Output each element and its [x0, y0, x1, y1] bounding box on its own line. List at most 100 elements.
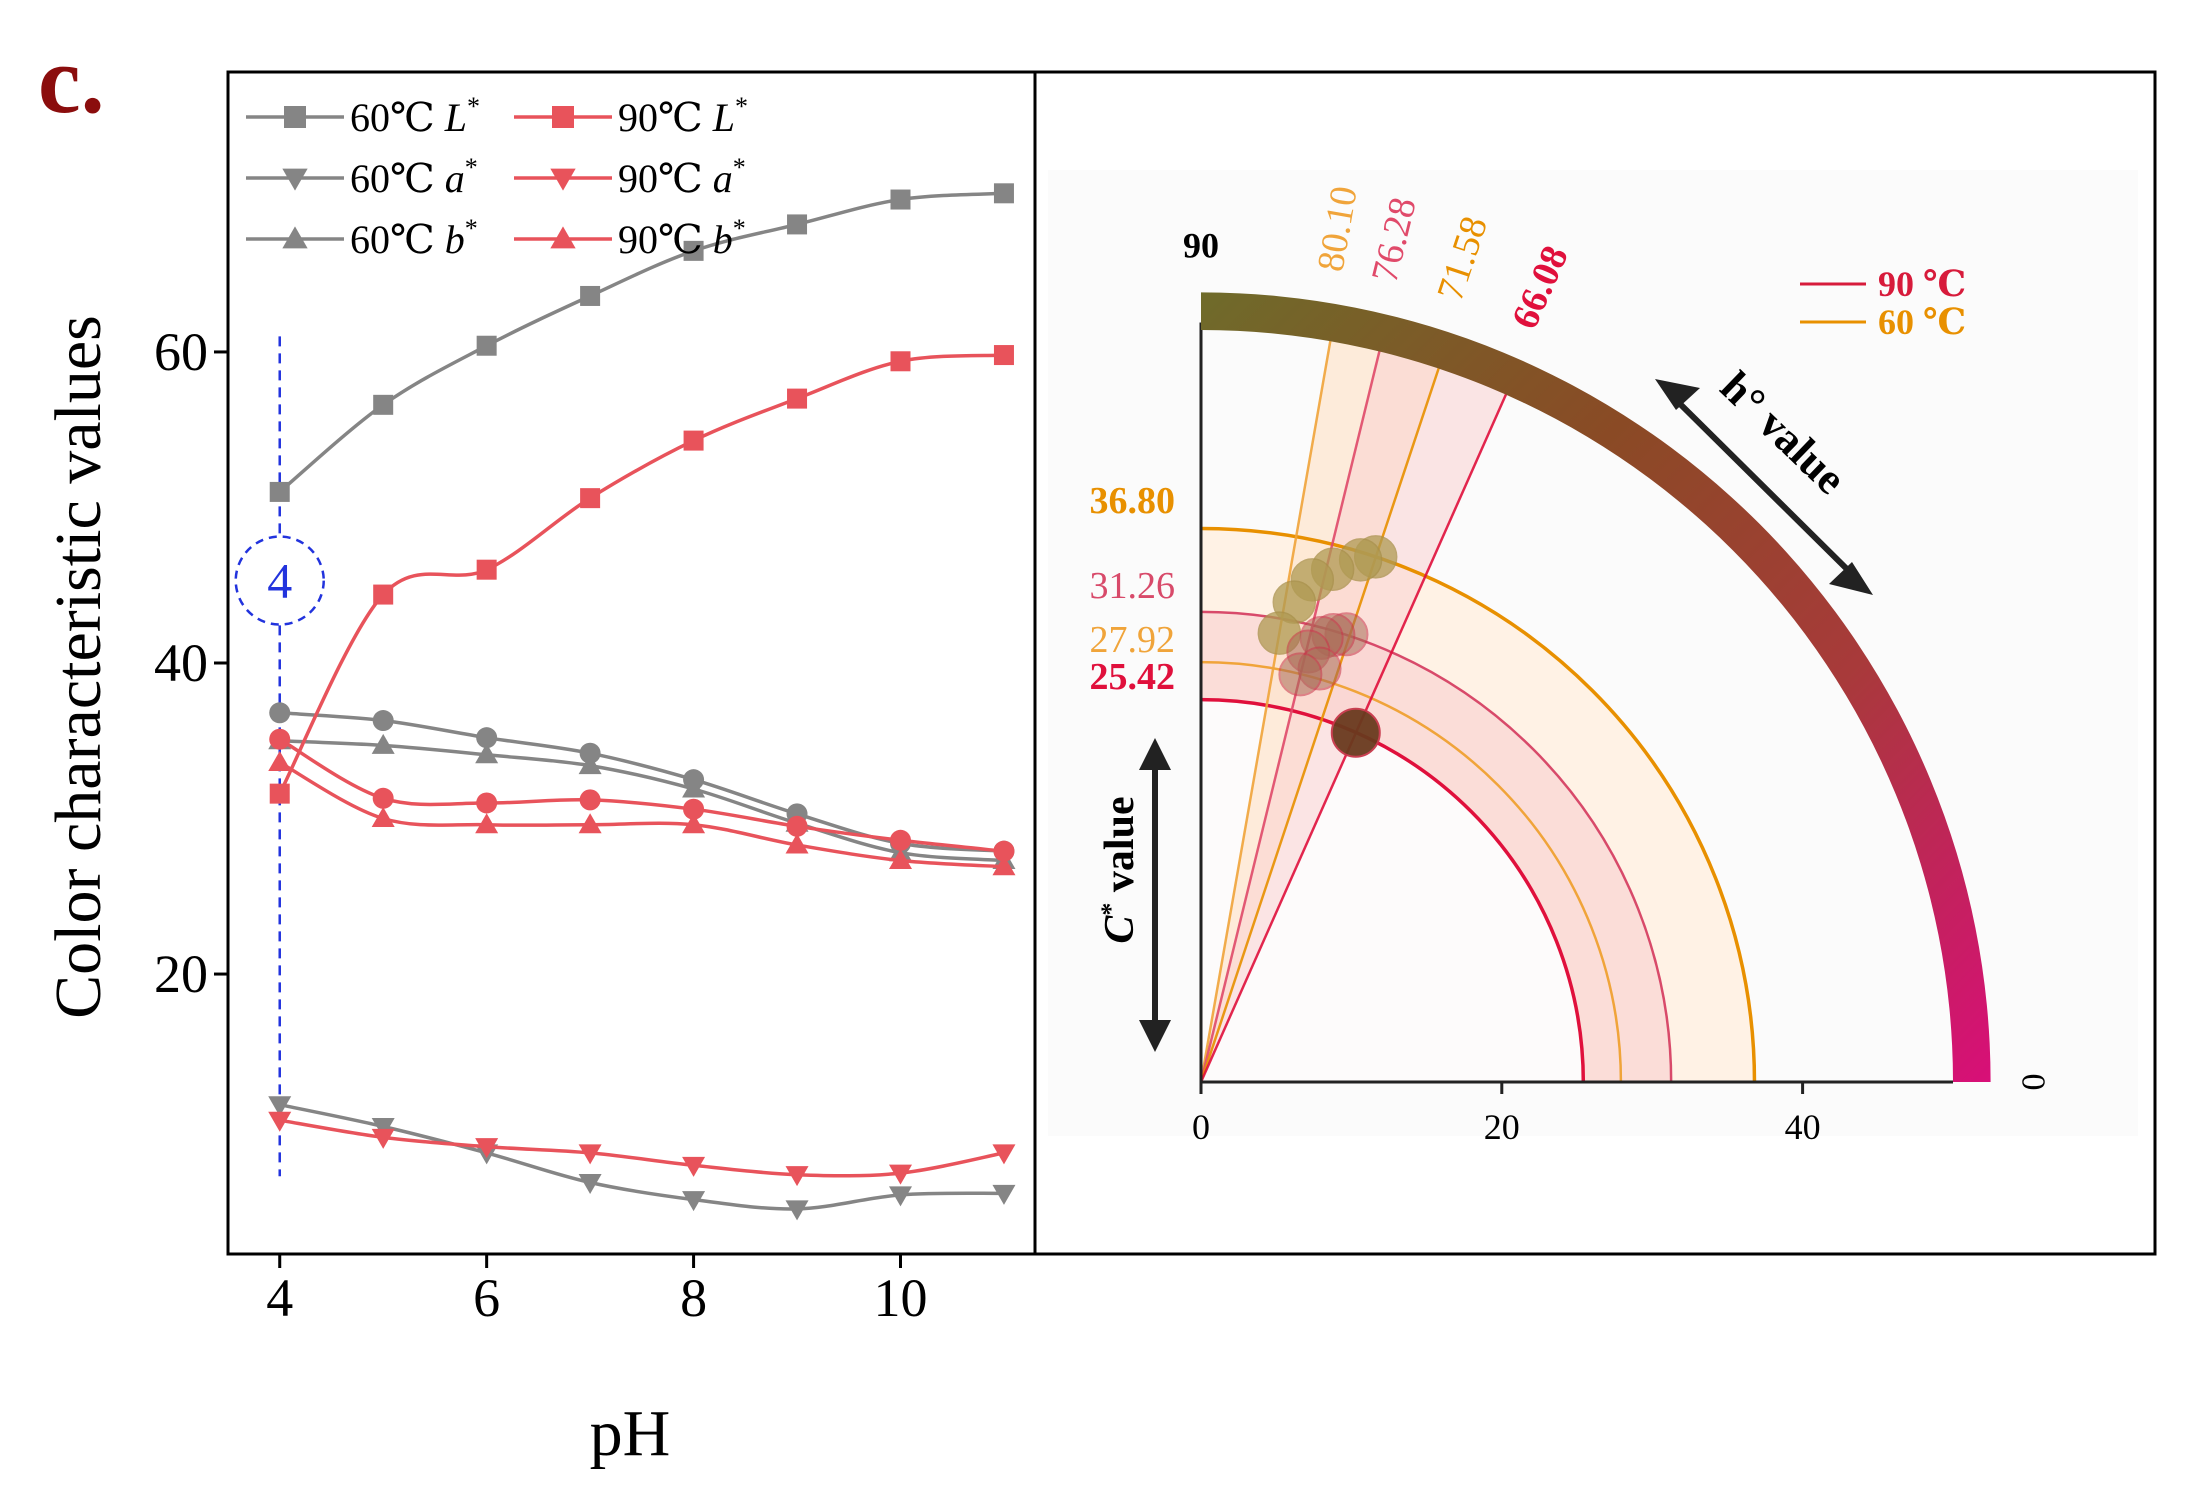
x-tick-label: 4: [266, 1268, 293, 1328]
point-90c: [1330, 707, 1381, 758]
hue-angle-line: [1199, 329, 1386, 1083]
data-point: [578, 813, 602, 834]
data-point: [683, 798, 705, 820]
c-value-label: C* value: [1096, 796, 1143, 943]
legend-marker: [282, 168, 308, 191]
data-point: [993, 345, 1014, 366]
series-line: [279, 739, 1005, 863]
data-point: [268, 751, 292, 772]
hue-wedge-90: [1201, 322, 1519, 1082]
x-axis-title: pH: [590, 1397, 671, 1470]
data-point: [372, 710, 394, 732]
data-point: [476, 559, 497, 580]
panel-label: c.: [38, 26, 105, 133]
data-point: [785, 1200, 809, 1221]
legend-marker: [284, 106, 306, 128]
data-point: [682, 1156, 706, 1177]
legend-label: 90℃ L*: [618, 92, 748, 140]
series-line: [278, 737, 1005, 853]
data-point: [683, 240, 704, 261]
data-point: [476, 792, 498, 814]
y-axis-title: Color characteristic values: [42, 315, 115, 1019]
data-point: [579, 742, 601, 764]
h-value-arrow: [1655, 379, 1873, 595]
polar-x-tick-label: 20: [1484, 1107, 1520, 1147]
data-point: [269, 728, 291, 750]
data-point: [785, 833, 809, 854]
legend-label: 90℃ b*: [618, 214, 746, 262]
c-arrow-head-bottom: [1139, 1020, 1171, 1052]
data-point: [373, 394, 394, 415]
h-arrow-head-top: [1655, 379, 1700, 410]
polar-legend-label: 90 ℃: [1878, 264, 1966, 304]
data-point: [580, 488, 601, 509]
data-point: [993, 183, 1014, 204]
point-90c: [1278, 652, 1323, 697]
data-point: [889, 1186, 912, 1207]
x-tick-label: 10: [874, 1268, 928, 1328]
hue-angle-line: [1199, 318, 1336, 1083]
ph-annotation-circle: [234, 535, 325, 626]
data-point: [786, 815, 808, 837]
line-chart-axes: 4 6 8 10 20 40 60: [154, 322, 928, 1328]
hue-angle-line: [1199, 346, 1447, 1083]
data-point: [890, 189, 911, 210]
chroma-band-inner: [1201, 611, 1672, 1082]
data-point: [578, 1144, 602, 1165]
h-arrow-head-bottom: [1829, 562, 1873, 595]
data-point: [476, 335, 497, 356]
ph-annotation-label: 4: [267, 553, 292, 609]
legend-marker: [550, 226, 576, 249]
data-point: [683, 430, 704, 451]
data-point: [371, 733, 395, 754]
data-point: [889, 849, 912, 870]
chroma-label: 31.26: [1090, 565, 1176, 607]
data-point: [992, 1184, 1016, 1205]
series-line: [279, 1118, 1005, 1178]
data-point: [578, 1173, 602, 1194]
data-point: [268, 1111, 292, 1132]
angle-label-0: 0: [2015, 1074, 2052, 1091]
polar-chart-frame: [1033, 70, 2157, 1256]
legend-label: 60℃ L*: [350, 92, 480, 140]
data-point: [371, 1128, 395, 1149]
data-point: [993, 840, 1015, 862]
angle-label-90: 90: [1183, 225, 1219, 265]
data-point: [787, 214, 808, 235]
data-point: [373, 584, 394, 605]
h-arrow-shaft: [1665, 389, 1863, 585]
y-tick-label: 20: [154, 944, 208, 1004]
series-line: [278, 760, 1005, 869]
data-point: [372, 787, 394, 809]
chroma-arc: [1200, 697, 1586, 1083]
data-point: [785, 1166, 809, 1187]
data-point: [269, 783, 290, 804]
data-point: [579, 789, 601, 811]
data-point: [683, 769, 705, 791]
data-point: [580, 285, 601, 306]
c-arrow-head-top: [1139, 738, 1171, 770]
legend-label: 60℃ b*: [350, 214, 478, 262]
line-chart-legend: 60℃ L* 60℃ a* 60℃ b* 90℃ L* 90℃ a* 90℃ b*: [246, 92, 748, 262]
data-point: [268, 1096, 292, 1117]
legend-marker: [550, 168, 576, 191]
data-point: [371, 807, 395, 828]
data-point: [371, 1117, 395, 1138]
data-point: [682, 1191, 706, 1212]
legend-marker: [552, 106, 574, 128]
data-point: [992, 1144, 1016, 1165]
data-point: [475, 1138, 499, 1159]
data-point: [578, 754, 602, 775]
polar-legend-label: 60 ℃: [1878, 302, 1966, 342]
data-point: [992, 855, 1016, 876]
line-chart-series: [268, 183, 1016, 1221]
chroma-label: 36.80: [1090, 480, 1176, 522]
data-point: [890, 351, 911, 372]
data-point: [476, 727, 498, 749]
polar-x-tick-label: 0: [1192, 1107, 1210, 1147]
data-point: [682, 813, 706, 834]
c-value-arrow: [1139, 738, 1171, 1052]
data-point: [787, 388, 808, 409]
data-point: [890, 829, 911, 851]
